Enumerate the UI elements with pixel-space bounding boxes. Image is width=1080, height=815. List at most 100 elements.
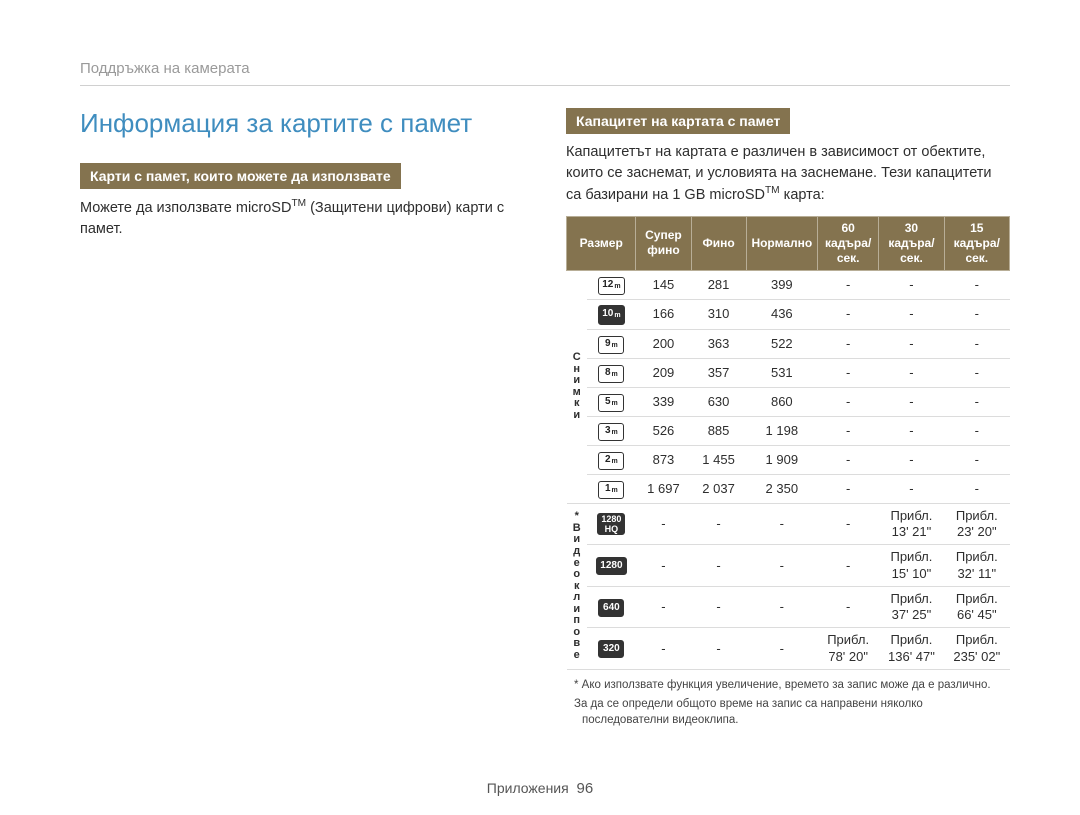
data-cell: - bbox=[944, 416, 1009, 445]
data-cell: - bbox=[636, 545, 691, 587]
data-cell: - bbox=[879, 270, 944, 299]
tm-sup: TM bbox=[765, 185, 780, 196]
page-title: Информация за картите с памет bbox=[80, 108, 524, 139]
data-cell: Прибл.235' 02" bbox=[944, 628, 1009, 670]
footer-label: Приложения bbox=[487, 780, 569, 796]
data-cell: - bbox=[944, 474, 1009, 503]
data-cell: 2 350 bbox=[746, 474, 817, 503]
data-cell: - bbox=[691, 586, 746, 628]
left-body-text: Можете да използвате microSDTM (Защитени… bbox=[80, 197, 524, 240]
data-cell: Прибл.13' 21" bbox=[879, 503, 944, 545]
th-size: Размер bbox=[567, 216, 636, 270]
footnote-2: За да се определи общото време на запис … bbox=[574, 697, 1010, 728]
data-cell: 522 bbox=[746, 329, 817, 358]
data-cell: Прибл.23' 20" bbox=[944, 503, 1009, 545]
data-cell: 630 bbox=[691, 387, 746, 416]
data-cell: 885 bbox=[691, 416, 746, 445]
table-row: 1280----Прибл.15' 10"Прибл.32' 11" bbox=[567, 545, 1010, 587]
table-row: 9m200363522--- bbox=[567, 329, 1010, 358]
table-row: 5m339630860--- bbox=[567, 387, 1010, 416]
data-cell: - bbox=[746, 586, 817, 628]
section-title-right: Капацитет на картата с памет bbox=[566, 108, 790, 134]
data-cell: 399 bbox=[746, 270, 817, 299]
table-row: *Видеоклипове1280HQ----Прибл.13' 21"Приб… bbox=[567, 503, 1010, 545]
divider bbox=[80, 85, 1010, 86]
data-cell: 357 bbox=[691, 358, 746, 387]
data-cell: - bbox=[636, 586, 691, 628]
table-row: 8m209357531--- bbox=[567, 358, 1010, 387]
table-row: 1m1 6972 0372 350--- bbox=[567, 474, 1010, 503]
data-cell: - bbox=[636, 628, 691, 670]
data-cell: Прибл.32' 11" bbox=[944, 545, 1009, 587]
data-cell: - bbox=[818, 545, 879, 587]
data-cell: 281 bbox=[691, 270, 746, 299]
page-footer: Приложения 96 bbox=[0, 780, 1080, 797]
data-cell: - bbox=[818, 474, 879, 503]
right-column: Капацитет на картата с памет Капацитетът… bbox=[566, 108, 1010, 732]
data-cell: - bbox=[818, 270, 879, 299]
table-row: 640----Прибл.37' 25"Прибл.66' 45" bbox=[567, 586, 1010, 628]
data-cell: Прибл.37' 25" bbox=[879, 586, 944, 628]
tm-sup: TM bbox=[291, 198, 306, 209]
th-superfine: Супер фино bbox=[636, 216, 691, 270]
data-cell: - bbox=[879, 445, 944, 474]
data-cell: - bbox=[746, 545, 817, 587]
th-fps30: 30 кадъра/сек. bbox=[879, 216, 944, 270]
size-icon-cell: 3m bbox=[587, 416, 636, 445]
data-cell: - bbox=[818, 416, 879, 445]
data-cell: - bbox=[691, 545, 746, 587]
data-cell: 1 909 bbox=[746, 445, 817, 474]
data-cell: - bbox=[879, 299, 944, 329]
table-row: 2m8731 4551 909--- bbox=[567, 445, 1010, 474]
data-cell: - bbox=[944, 387, 1009, 416]
data-cell: - bbox=[818, 329, 879, 358]
data-cell: - bbox=[879, 387, 944, 416]
table-header-row: Размер Супер фино Фино Нормално 60 кадър… bbox=[567, 216, 1010, 270]
th-fps60: 60 кадъра/сек. bbox=[818, 216, 879, 270]
size-icon-cell: 1280HQ bbox=[587, 503, 636, 545]
data-cell: Прибл.66' 45" bbox=[944, 586, 1009, 628]
data-cell: 200 bbox=[636, 329, 691, 358]
footnotes: * Ако използвате функция увеличение, вре… bbox=[566, 678, 1010, 729]
data-cell: 436 bbox=[746, 299, 817, 329]
footnote-1: * Ако използвате функция увеличение, вре… bbox=[574, 678, 1010, 694]
size-icon-cell: 1m bbox=[587, 474, 636, 503]
data-cell: Прибл.78' 20" bbox=[818, 628, 879, 670]
section-title-left: Карти с памет, които можете да използват… bbox=[80, 163, 401, 189]
capacity-table: Размер Супер фино Фино Нормално 60 кадър… bbox=[566, 216, 1010, 670]
data-cell: - bbox=[879, 329, 944, 358]
size-icon-cell: 5m bbox=[587, 387, 636, 416]
th-fine: Фино bbox=[691, 216, 746, 270]
data-cell: 1 697 bbox=[636, 474, 691, 503]
table-row: 320---Прибл.78' 20"Прибл.136' 47"Прибл.2… bbox=[567, 628, 1010, 670]
group-label-videos: *Видеоклипове bbox=[567, 503, 587, 669]
data-cell: - bbox=[944, 329, 1009, 358]
data-cell: - bbox=[944, 358, 1009, 387]
data-cell: - bbox=[691, 628, 746, 670]
th-normal: Нормално bbox=[746, 216, 817, 270]
data-cell: - bbox=[944, 445, 1009, 474]
size-icon-cell: 320 bbox=[587, 628, 636, 670]
footer-page-number: 96 bbox=[577, 780, 594, 797]
data-cell: 531 bbox=[746, 358, 817, 387]
data-cell: - bbox=[636, 503, 691, 545]
size-icon-cell: 12m bbox=[587, 270, 636, 299]
data-cell: 873 bbox=[636, 445, 691, 474]
th-fps15: 15 кадъра/сек. bbox=[944, 216, 1009, 270]
data-cell: 339 bbox=[636, 387, 691, 416]
data-cell: - bbox=[818, 358, 879, 387]
data-cell: - bbox=[818, 503, 879, 545]
breadcrumb: Поддръжка на камерата bbox=[80, 60, 1010, 77]
data-cell: Прибл.15' 10" bbox=[879, 545, 944, 587]
right-body-text: Капацитетът на картата е различен в зави… bbox=[566, 142, 1010, 206]
data-cell: - bbox=[818, 586, 879, 628]
size-icon-cell: 2m bbox=[587, 445, 636, 474]
data-cell: - bbox=[944, 299, 1009, 329]
data-cell: 145 bbox=[636, 270, 691, 299]
group-label-photos: Снимки bbox=[567, 270, 587, 503]
data-cell: 166 bbox=[636, 299, 691, 329]
size-icon-cell: 1280 bbox=[587, 545, 636, 587]
data-cell: - bbox=[879, 416, 944, 445]
data-cell: - bbox=[879, 358, 944, 387]
data-cell: - bbox=[818, 299, 879, 329]
